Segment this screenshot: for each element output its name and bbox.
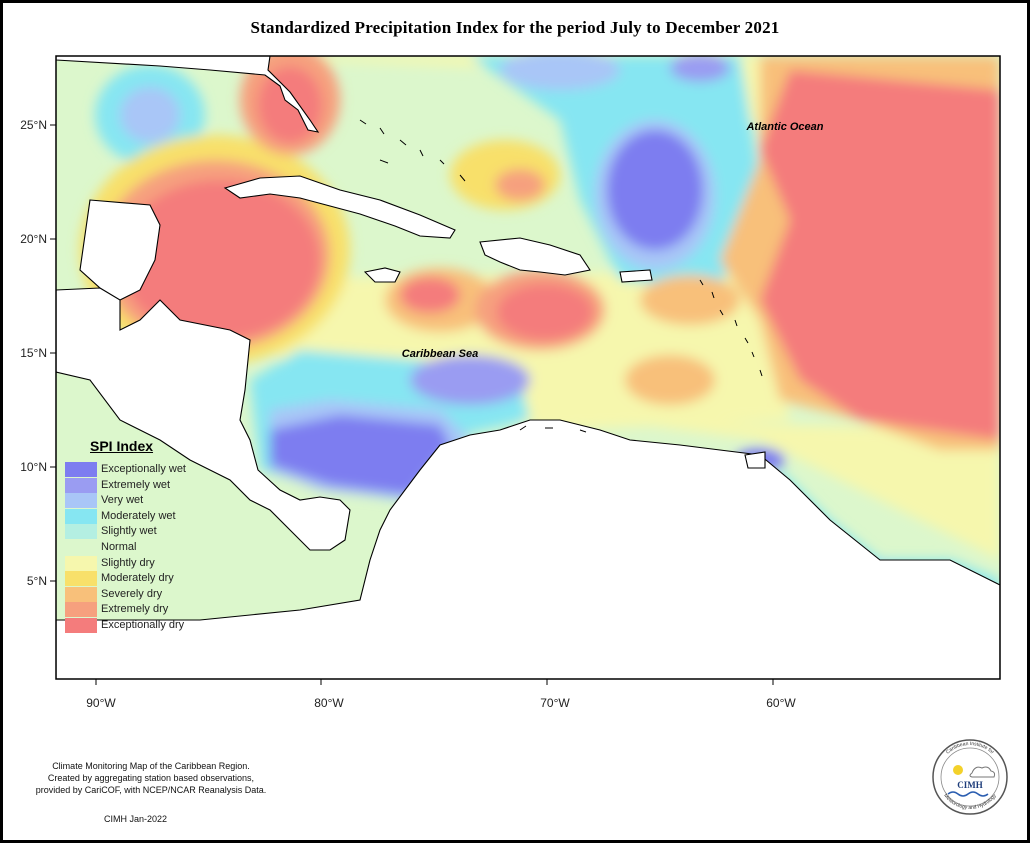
lat-tick-label: 25°N [20, 118, 47, 132]
lat-tick-label: 15°N [20, 346, 47, 360]
legend-swatch [65, 540, 97, 555]
sun-icon [953, 765, 963, 775]
legend-swatch [65, 602, 97, 618]
legend-title: SPI Index [90, 438, 154, 454]
cimh-date: CIMH Jan-2022 [104, 814, 168, 824]
waves-icon [947, 791, 989, 797]
spi-legend: SPI Index Exceptionally wet Extremely wet… [62, 438, 186, 633]
credits-line: Created by aggregating station based obs… [47, 773, 255, 783]
spi-field [56, 56, 1000, 679]
legend-swatch [65, 508, 97, 524]
lon-tick-label: 70°W [540, 696, 570, 710]
lon-tick-label: 90°W [86, 696, 116, 710]
map-title: Standardized Precipitation Index for the… [250, 18, 780, 37]
legend-swatch [65, 586, 97, 602]
legend-swatch [65, 555, 97, 571]
legend-label: Very wet [101, 494, 144, 507]
credits-line: Climate Monitoring Map of the Caribbean … [52, 761, 250, 771]
legend-label: Slightly wet [101, 525, 157, 538]
lon-tick-label: 60°W [766, 696, 796, 710]
legend-swatch [65, 524, 97, 540]
lon-tick-label: 80°W [314, 696, 344, 710]
lat-tick-label: 20°N [20, 232, 47, 246]
lat-tick-label: 5°N [27, 574, 47, 588]
legend-label: Severely dry [101, 587, 163, 600]
caribbean-sea-label: Caribbean Sea [402, 348, 478, 360]
legend-swatch [65, 477, 97, 493]
legend-label: Normal [101, 541, 137, 553]
legend-label: Slightly dry [101, 556, 155, 569]
legend-label: Exceptionally wet [101, 463, 186, 475]
legend-label: Extremely dry [101, 603, 169, 616]
legend-swatch [65, 493, 97, 509]
atlantic-ocean-label: Atlantic Ocean [745, 121, 823, 133]
cimh-logo: CIMH Caribbean Institute for Meteorology… [932, 739, 1008, 815]
legend-swatch [65, 462, 97, 477]
legend-swatch [65, 618, 97, 633]
legend-label: Extremely wet [101, 478, 171, 491]
cloud-icon [969, 766, 996, 778]
legend-label: Exceptionally dry [101, 619, 185, 631]
credits: Climate Monitoring Map of the Caribbean … [26, 760, 276, 796]
logo-text: CIMH [957, 780, 983, 790]
legend-label: Moderately dry [101, 572, 174, 585]
legend-label: Moderately wet [101, 509, 176, 522]
lat-tick-label: 10°N [20, 460, 47, 474]
credits-line: provided by CariCOF, with NCEP/NCAR Rean… [35, 785, 267, 795]
legend-swatch [65, 571, 97, 587]
